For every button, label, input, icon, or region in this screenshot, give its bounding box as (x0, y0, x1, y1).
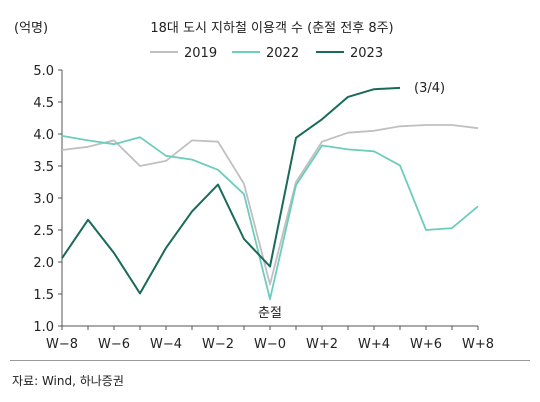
x-tick-label: W+2 (306, 337, 338, 352)
annotations: (3/4) 춘절 (258, 81, 445, 321)
y-tick-label: 5.0 (33, 64, 54, 79)
series-lines (61, 86, 479, 300)
legend-label-2023: 2023 (350, 46, 383, 61)
y-tick-label: 2.0 (33, 256, 54, 271)
legend: 2019 2022 2023 (150, 46, 383, 61)
x-tick-label: W−8 (46, 337, 78, 352)
divider (10, 360, 530, 361)
x-tick-label: W−6 (98, 337, 130, 352)
x-tick-label: W+8 (462, 337, 494, 352)
legend-label-2019: 2019 (184, 46, 217, 61)
chart-title: 18대 도시 지하철 이용객 수 (춘절 전후 8주) (150, 21, 393, 36)
chart: 18대 도시 지하철 이용객 수 (춘절 전후 8주) (억명) 2019 202… (14, 21, 494, 352)
x-tick-label: W−0 (254, 337, 286, 352)
series-line-2019 (61, 124, 479, 286)
axes: 1.0 1.5 2.0 2.5 3.0 3.5 4.0 4.5 5.0 W−8 W−6 W−4 W−2 W… (33, 64, 494, 352)
legend-label-2022: 2022 (266, 46, 299, 61)
y-tick-label: 4.5 (33, 96, 54, 111)
annotation-date: (3/4) (414, 81, 445, 96)
y-tick-label: 4.0 (33, 128, 54, 143)
y-tick-label: 1.0 (33, 320, 54, 335)
y-tick-label: 1.5 (33, 288, 54, 303)
y-tick-label: 3.0 (33, 192, 54, 207)
source-note: 자료: Wind, 하나증권 (12, 374, 124, 388)
x-tick-label: W+4 (358, 337, 390, 352)
x-tick-label: W−2 (202, 337, 234, 352)
x-tick-label: W−4 (150, 337, 182, 352)
x-tick-label: W+6 (410, 337, 442, 352)
y-axis-unit-label: (억명) (14, 21, 48, 36)
series-line-2023 (61, 86, 401, 295)
y-tick-label: 2.5 (33, 224, 54, 239)
annotation-holiday: 춘절 (258, 306, 282, 321)
series-line-2022 (61, 135, 479, 300)
y-tick-label: 3.5 (33, 160, 54, 175)
